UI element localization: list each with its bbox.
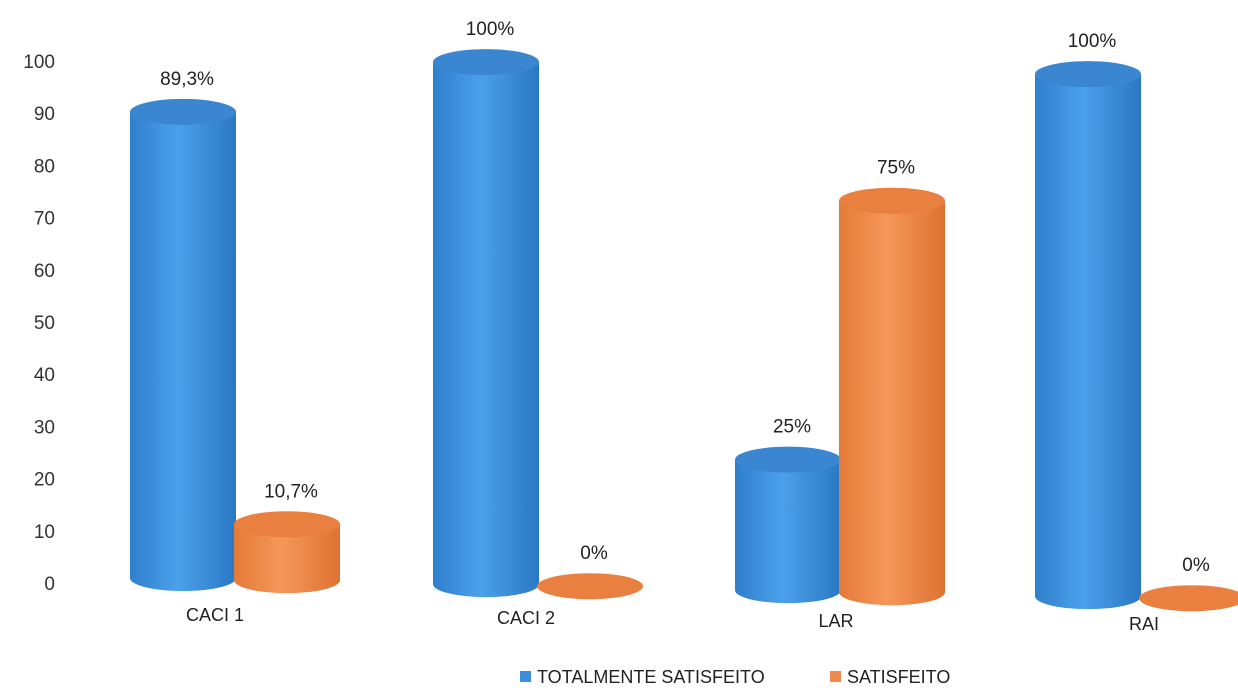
bar-top [433,49,539,76]
y-tick-label: 90 [34,104,55,125]
bar-body [839,200,945,606]
bar-rai-series-2: 0% [1139,555,1238,612]
legend-swatch [830,671,841,682]
data-label: 0% [1182,555,1210,576]
y-tick-label: 30 [34,417,55,438]
bar-top [839,187,945,214]
category-label: LAR [818,611,853,631]
data-label: 75% [877,158,915,179]
bar-top [735,446,841,473]
y-axis: 0 10 20 30 40 50 60 70 80 90 100 [23,52,55,595]
bar-caci-2-series-1: 100% [433,19,539,598]
y-tick-label: 50 [34,313,55,334]
legend-swatch [520,671,531,682]
bar-body [234,524,340,594]
category-labels: CACI 1 CACI 2 LAR RAI [186,605,1159,634]
category-label: CACI 2 [497,608,555,628]
bar-rai-series-1: 100% [1035,31,1141,610]
data-label: 100% [466,19,515,40]
data-label: 10,7% [264,481,318,502]
bar-body [1035,74,1141,610]
bar-top [130,98,236,125]
bar-body [130,111,236,592]
y-tick-label: 60 [34,261,55,282]
bar-top [1035,61,1141,88]
bars: 89,3% 10,7% 100% 0% 25% 75% 100% 0% [130,19,1238,612]
legend-item-2: SATISFEITO [830,667,950,687]
bar-lar-series-1: 25% [735,417,841,604]
bar-caci-1-series-1: 89,3% [130,69,236,592]
data-label: 25% [773,417,811,438]
y-tick-label: 70 [34,209,55,230]
y-tick-label: 80 [34,156,55,177]
legend-label: SATISFEITO [847,667,950,687]
bar-caci-2-series-2: 0% [537,543,643,600]
legend-label: TOTALMENTE SATISFEITO [537,667,765,687]
bar-body [433,62,539,598]
bar-lar-series-2: 75% [839,158,945,606]
bar-caci-1-series-2: 10,7% [234,481,340,594]
bar-body [735,459,841,604]
category-label: RAI [1129,614,1159,634]
bar-top [537,573,643,600]
category-label: CACI 1 [186,605,244,625]
data-label: 89,3% [160,69,214,90]
y-tick-label: 40 [34,365,55,386]
legend: TOTALMENTE SATISFEITO SATISFEITO [520,667,950,687]
y-tick-label: 100 [23,52,55,73]
y-tick-label: 20 [34,470,55,491]
legend-item-1: TOTALMENTE SATISFEITO [520,667,765,687]
bar-top [234,511,340,538]
bar-top [1139,585,1238,612]
y-tick-label: 0 [44,574,55,595]
data-label: 0% [580,543,608,564]
data-label: 100% [1068,31,1117,52]
y-tick-label: 10 [34,522,55,543]
